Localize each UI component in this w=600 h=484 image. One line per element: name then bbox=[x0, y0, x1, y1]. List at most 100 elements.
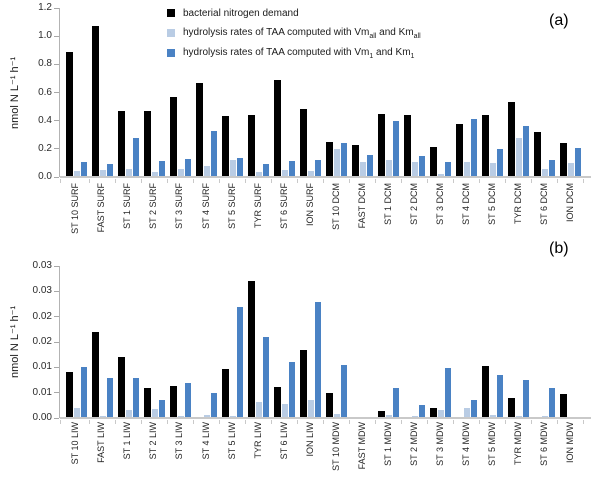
x-category-cell: ST 3 SURF bbox=[167, 183, 193, 243]
x-category-cell: ST 1 LIW bbox=[115, 422, 141, 484]
bar-group bbox=[297, 8, 325, 183]
category-label: ST 4 DCM bbox=[461, 183, 471, 225]
x-category-cell: ST 10 LIW bbox=[63, 422, 89, 484]
x-category-cell: ST 3 LIW bbox=[167, 422, 193, 484]
x-category-cell: FAST MDW bbox=[350, 422, 376, 484]
legend-swatch-icon bbox=[167, 9, 175, 17]
bar-group bbox=[454, 8, 481, 183]
x-category-cell: ST 6 MDW bbox=[532, 422, 558, 484]
blue-bar bbox=[210, 131, 217, 177]
x-axis-line-panel-a bbox=[60, 176, 591, 178]
x-category-cell: ION MDW bbox=[558, 422, 584, 484]
black-bar bbox=[325, 392, 333, 418]
black-bar bbox=[508, 102, 516, 177]
category-label: TYR DCM bbox=[513, 183, 524, 224]
blue-bar bbox=[445, 367, 452, 418]
bar-group bbox=[376, 266, 403, 424]
blue-bar bbox=[80, 162, 87, 177]
bar-group bbox=[558, 266, 585, 424]
x-category-cell: TYR MDW bbox=[506, 422, 532, 484]
black-bar bbox=[143, 110, 151, 177]
category-label: ST 6 LIW bbox=[278, 422, 289, 460]
category-label: ST 4 MDW bbox=[461, 422, 471, 466]
x-category-cell: ST 5 MDW bbox=[480, 422, 506, 484]
bar-group bbox=[115, 266, 142, 424]
x-category-cell: ST 4 MDW bbox=[454, 422, 480, 484]
y-axis-tick bbox=[54, 392, 59, 394]
light-blue-bar bbox=[255, 172, 262, 177]
y-axis-tick bbox=[54, 265, 59, 267]
light-blue-bar bbox=[333, 148, 340, 177]
category-label: ST 10 DCM bbox=[330, 183, 341, 230]
blue-bar bbox=[471, 119, 478, 177]
y-axis-tick-label: 0.8 bbox=[38, 58, 52, 70]
blue-bar bbox=[262, 336, 269, 418]
black-bar bbox=[247, 115, 255, 177]
y-axis-tick-label: 0.0 bbox=[38, 171, 52, 182]
light-blue-bar bbox=[151, 408, 158, 418]
black-bar bbox=[482, 366, 490, 418]
y-axis-tick bbox=[54, 366, 59, 368]
category-label: ST 1 LIW bbox=[122, 422, 133, 460]
bar-group bbox=[454, 266, 481, 424]
bar-group bbox=[506, 8, 533, 183]
legend-swatch-icon bbox=[167, 29, 175, 37]
light-blue-bar bbox=[464, 161, 471, 177]
category-label: ST 1 SURF bbox=[122, 183, 133, 229]
light-blue-bar bbox=[438, 410, 445, 418]
blue-bar bbox=[288, 362, 295, 418]
blue-bar bbox=[575, 148, 582, 177]
blue-bar bbox=[419, 155, 426, 177]
category-label: ST 10 MDW bbox=[330, 422, 341, 471]
x-category-cell: ION LIW bbox=[297, 422, 323, 484]
y-axis-line-panel-a bbox=[59, 8, 60, 177]
black-bar bbox=[117, 357, 125, 418]
x-category-cell: ST 10 SURF bbox=[63, 183, 89, 243]
light-blue-bar bbox=[177, 415, 184, 418]
bar-group bbox=[506, 266, 533, 424]
blue-bar bbox=[106, 377, 113, 418]
light-blue-bar bbox=[360, 161, 367, 177]
x-category-cell: ST 1 MDW bbox=[376, 422, 402, 484]
blue-bar bbox=[80, 367, 87, 418]
blue-bar bbox=[184, 382, 191, 418]
legend-item: hydrolysis rates of TAA computed with Vm… bbox=[167, 43, 421, 63]
light-blue-bar bbox=[542, 168, 549, 177]
bar-group bbox=[376, 8, 403, 183]
category-label: ION MDW bbox=[565, 422, 576, 463]
black-bar bbox=[91, 26, 99, 177]
blue-bar bbox=[236, 158, 243, 177]
panel-a-plot-area: 0.0 0.2 0.4 0.6 0.8 1.0 1.2 bbox=[38, 3, 591, 183]
x-category-cell: ST 6 LIW bbox=[271, 422, 297, 484]
category-label: ST 10 SURF bbox=[70, 183, 81, 234]
black-bar bbox=[221, 115, 229, 177]
bar-group bbox=[89, 266, 116, 424]
blue-bar bbox=[523, 380, 530, 418]
category-label: ION LIW bbox=[304, 422, 315, 457]
blue-bar bbox=[340, 364, 347, 418]
category-label: ION DCM bbox=[565, 183, 576, 222]
x-category-cell: ST 10 DCM bbox=[323, 183, 349, 243]
x-category-cell: ION SURF bbox=[297, 183, 323, 243]
y-axis-tick bbox=[54, 7, 59, 9]
bar-group bbox=[558, 8, 585, 183]
black-bar bbox=[456, 123, 464, 177]
black-bar bbox=[117, 110, 125, 177]
blue-bar bbox=[210, 392, 217, 418]
x-category-cell: ST 2 LIW bbox=[141, 422, 167, 484]
black-bar bbox=[508, 397, 516, 418]
y-axis-tick-label: 0.02 bbox=[32, 310, 52, 322]
legend-label: bacterial nitrogen demand bbox=[183, 7, 299, 19]
y-axis-tick bbox=[54, 316, 59, 318]
blue-bar bbox=[236, 306, 243, 418]
light-blue-bar bbox=[568, 162, 575, 177]
blue-bar bbox=[288, 160, 295, 177]
blue-bar bbox=[497, 374, 504, 418]
blue-bar bbox=[340, 143, 347, 177]
x-axis-line-panel-b bbox=[60, 417, 591, 419]
x-category-cell: ION DCM bbox=[558, 183, 584, 243]
light-blue-bar bbox=[73, 171, 80, 177]
category-label: ST 4 LIW bbox=[200, 422, 211, 460]
y-axis-tick bbox=[54, 35, 59, 37]
blue-bar bbox=[184, 158, 191, 177]
